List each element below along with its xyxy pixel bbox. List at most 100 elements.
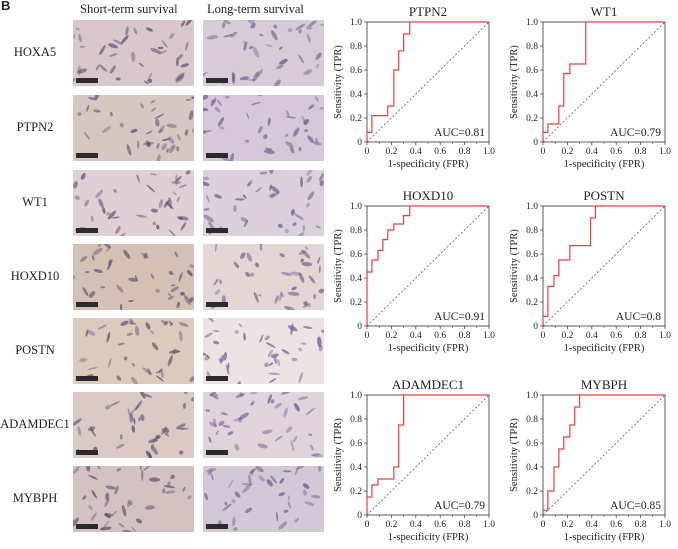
panel-letter: B [1, 0, 11, 13]
reference-diagonal [542, 21, 666, 143]
roc-curve-line [542, 21, 665, 142]
ihc-image-hoxa5-short-term [73, 20, 194, 86]
x-tick-label: 0.6 [610, 147, 622, 157]
auc-annotation: AUC=0.8 [616, 311, 661, 323]
x-tick-label: 0.8 [635, 147, 647, 157]
roc-chart-adamdec1: ADAMDEC1 0 0 0.2 0.2 0.4 0.4 0.6 0.6 0.8 0.8 1.0 1.0… [327, 377, 501, 549]
row-label-adamdec1: ADAMDEC1 [0, 417, 70, 431]
y-axis-label: Sensitivity (TPR) [333, 45, 344, 119]
x-tick-label: 0 [365, 331, 370, 341]
y-tick-label: 0.6 [350, 439, 362, 449]
y-axis-label: Sensitivity (TPR) [509, 229, 520, 303]
row-label-mybph: MYBPH [12, 491, 58, 505]
y-tick-label: 1.0 [350, 391, 362, 401]
scale-bar [76, 228, 98, 233]
scale-bar [206, 302, 228, 307]
roc-curve-line [366, 394, 489, 515]
y-axis-label: Sensitivity (TPR) [333, 418, 344, 492]
x-tick-label: 0.6 [610, 520, 622, 530]
auc-annotation: AUC=0.91 [434, 311, 485, 323]
y-tick-label: 0.2 [526, 114, 538, 124]
x-tick-label: 0.2 [561, 147, 573, 157]
scale-bar [76, 450, 98, 455]
x-tick-label: 0.4 [586, 147, 598, 157]
y-axis-label: Sensitivity (TPR) [509, 45, 520, 119]
ihc-image-postn-short-term [73, 318, 194, 384]
x-axis-label: 1-specificity (FPR) [388, 159, 469, 170]
chart-title: POSTN [583, 188, 625, 203]
ihc-image-hoxd10-short-term [73, 244, 194, 310]
ihc-image-hoxa5-long-term [203, 20, 324, 86]
y-tick-label: 0 [533, 511, 538, 521]
chart-title: HOXD10 [403, 188, 454, 203]
y-tick-label: 0.4 [350, 463, 362, 473]
chart-title: ADAMDEC1 [392, 377, 464, 392]
scale-bar [76, 78, 98, 83]
roc-chart-postn: POSTN 0 0 0.2 0.2 0.4 0.4 0.6 0.6 0.8 0.8 1.0 1.0 1-s… [503, 188, 677, 360]
scale-bar [206, 78, 228, 83]
x-tick-label: 0.4 [586, 520, 598, 530]
reference-diagonal [542, 205, 666, 327]
scale-bar [206, 450, 228, 455]
roc-chart-ptpn2: PTPN2 0 0 0.2 0.2 0.4 0.4 0.6 0.6 0.8 0.8 1.0 1.0 1-s… [327, 4, 501, 176]
y-tick-label: 0.8 [350, 42, 362, 52]
x-tick-label: 0 [541, 331, 546, 341]
reference-diagonal [366, 205, 490, 327]
x-tick-label: 0.6 [434, 331, 446, 341]
x-tick-label: 0.4 [410, 147, 422, 157]
roc-chart-hoxd10: HOXD10 0 0 0.2 0.2 0.4 0.4 0.6 0.6 0.8 0.8 1.0 1.0 1-… [327, 188, 501, 360]
ihc-image-mybph-short-term [73, 466, 194, 532]
y-tick-label: 1.0 [350, 202, 362, 212]
y-tick-label: 1.0 [526, 18, 538, 28]
y-axis-label: Sensitivity (TPR) [509, 418, 520, 492]
x-tick-label: 0.8 [459, 147, 471, 157]
x-tick-label: 1.0 [483, 331, 495, 341]
auc-annotation: AUC=0.85 [610, 500, 661, 512]
y-tick-label: 0.4 [350, 274, 362, 284]
x-tick-label: 0.2 [385, 147, 397, 157]
y-tick-label: 1.0 [526, 202, 538, 212]
y-axis-label: Sensitivity (TPR) [333, 229, 344, 303]
y-tick-label: 0 [357, 322, 362, 332]
y-tick-label: 0.6 [350, 250, 362, 260]
x-tick-label: 0 [365, 520, 370, 530]
x-tick-label: 1.0 [659, 520, 671, 530]
roc-chart-mybph: MYBPH 0 0 0.2 0.2 0.4 0.4 0.6 0.6 0.8 0.8 1.0 1.0 1-s… [503, 377, 677, 549]
x-tick-label: 0.2 [561, 520, 573, 530]
row-label-wt1: WT1 [22, 195, 48, 209]
x-tick-label: 0.8 [459, 520, 471, 530]
row-label-hoxa5: HOXA5 [13, 45, 57, 59]
ihc-image-adamdec1-short-term [73, 392, 194, 458]
y-tick-label: 0.6 [350, 66, 362, 76]
x-axis-label: 1-specificity (FPR) [388, 343, 469, 354]
y-tick-label: 0.2 [350, 487, 362, 497]
x-tick-label: 0 [541, 147, 546, 157]
y-tick-label: 0.4 [350, 90, 362, 100]
chart-title: WT1 [591, 4, 618, 19]
scale-bar [76, 524, 98, 529]
x-tick-label: 0.2 [561, 331, 573, 341]
y-tick-label: 0.4 [526, 274, 538, 284]
y-tick-label: 0 [357, 511, 362, 521]
x-axis-label: 1-specificity (FPR) [388, 532, 469, 543]
x-axis-label: 1-specificity (FPR) [564, 532, 645, 543]
x-tick-label: 0 [365, 147, 370, 157]
x-axis-label: 1-specificity (FPR) [564, 159, 645, 170]
roc-curve-line [366, 205, 489, 326]
x-tick-label: 0.4 [410, 520, 422, 530]
y-tick-label: 0.2 [526, 298, 538, 308]
x-tick-label: 0.2 [385, 520, 397, 530]
y-tick-label: 1.0 [526, 391, 538, 401]
ihc-image-ptpn2-long-term [203, 95, 324, 161]
y-tick-label: 0.6 [526, 439, 538, 449]
x-tick-label: 0.6 [434, 147, 446, 157]
x-tick-label: 0.8 [635, 331, 647, 341]
scale-bar [76, 302, 98, 307]
x-tick-label: 0 [541, 520, 546, 530]
row-label-ptpn2: PTPN2 [16, 120, 54, 134]
y-tick-label: 1.0 [350, 18, 362, 28]
reference-diagonal [366, 21, 490, 143]
x-tick-label: 0.4 [410, 331, 422, 341]
x-tick-label: 0.6 [610, 331, 622, 341]
y-tick-label: 0 [533, 138, 538, 148]
